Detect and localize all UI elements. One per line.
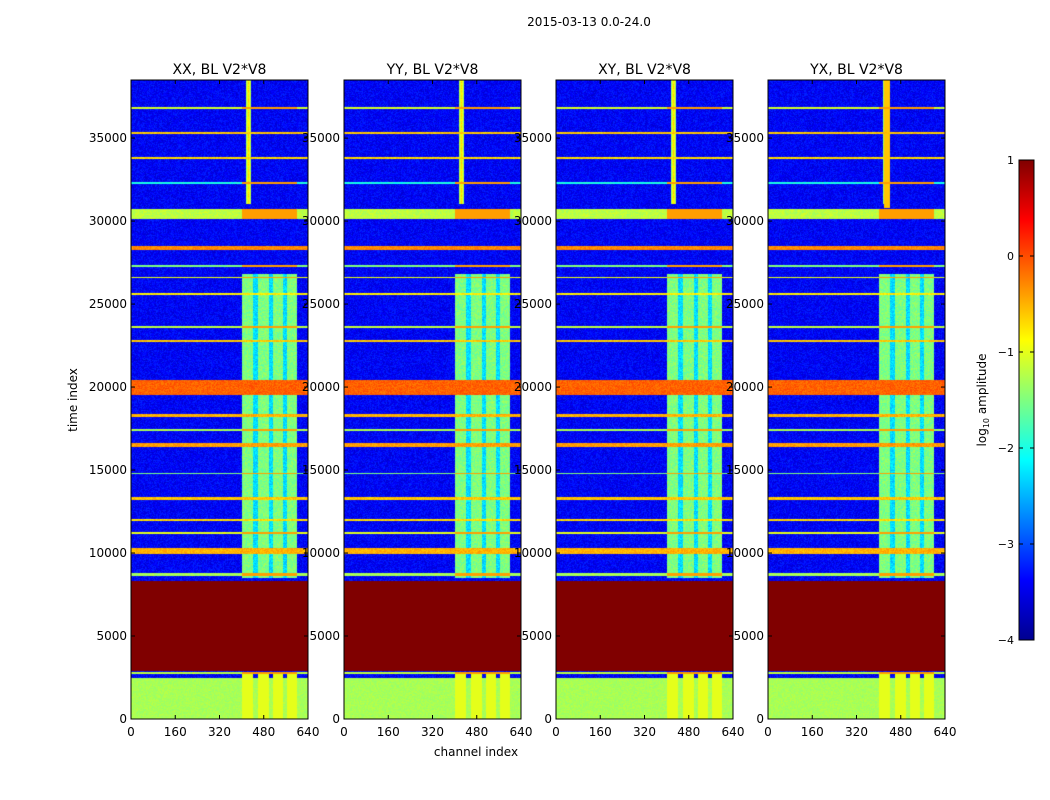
- y-tick-label: 5000: [309, 629, 340, 643]
- x-tick-label: 160: [589, 725, 612, 739]
- colorbar-tick-label: −1: [998, 346, 1014, 359]
- y-tick-label: 0: [756, 712, 764, 726]
- y-tick-label: 5000: [96, 629, 127, 643]
- y-tick-label: 30000: [302, 214, 340, 228]
- heatmap-panels: XX, BL V2*V8 0 160 320 480 640 0 5000 10000 15000…: [89, 62, 957, 739]
- y-tick-label: 5000: [521, 629, 552, 643]
- x-tick-label: 160: [164, 725, 187, 739]
- y-tick-label: 20000: [89, 380, 127, 394]
- y-tick-label: 0: [332, 712, 340, 726]
- y-tick-label: 30000: [89, 214, 127, 228]
- x-tick-label: 480: [465, 725, 488, 739]
- heatmap-panel-1: XX, BL V2*V8 0 160 320 480 640 0 5000 10000 15000…: [89, 62, 320, 739]
- y-tick-label: 20000: [514, 380, 552, 394]
- heatmap-image: [768, 80, 945, 719]
- y-tick-label: 35000: [514, 131, 552, 145]
- figure-suptitle: 2015-03-13 0.0-24.0: [527, 15, 651, 29]
- x-tick-label: 0: [127, 725, 135, 739]
- x-tick-label: 320: [845, 725, 868, 739]
- x-tick-label: 480: [889, 725, 912, 739]
- y-tick-label: 15000: [514, 463, 552, 477]
- heatmap-image: [131, 80, 308, 719]
- y-tick-label: 15000: [302, 463, 340, 477]
- panel-title: XX, BL V2*V8: [173, 62, 267, 78]
- y-tick-label: 10000: [302, 546, 340, 560]
- y-tick-label: 25000: [89, 297, 127, 311]
- x-tick-label: 480: [252, 725, 275, 739]
- x-axis-label: channel index: [434, 745, 518, 759]
- y-tick-label: 25000: [514, 297, 552, 311]
- y-tick-label: 10000: [89, 546, 127, 560]
- y-tick-label: 10000: [514, 546, 552, 560]
- colorbar-tick-label: 1: [1007, 154, 1014, 167]
- y-tick-label: 0: [119, 712, 127, 726]
- panel-title: XY, BL V2*V8: [598, 62, 691, 78]
- y-tick-label: 15000: [726, 463, 764, 477]
- heatmap-panel-2: YY, BL V2*V8 0 160 320 480 640 0 5000 10000 15000…: [302, 62, 533, 739]
- colorbar-label: log10 amplitude: [975, 354, 991, 447]
- x-tick-label: 160: [377, 725, 400, 739]
- colorbar-label-suffix: amplitude: [975, 354, 989, 418]
- colorbar-label-subscript: 10: [982, 418, 991, 428]
- colorbar-tick-label: −3: [998, 538, 1014, 551]
- x-tick-label: 160: [801, 725, 824, 739]
- heatmap-panel-4: YX, BL V2*V8 0 160 320 480 640 0 5000 10000 15000…: [726, 62, 957, 739]
- colorbar: 10−1−2−3−4 log10 amplitude: [975, 154, 1035, 647]
- x-tick-label: 640: [722, 725, 745, 739]
- colorbar-tick-label: −4: [998, 634, 1014, 647]
- y-tick-label: 35000: [302, 131, 340, 145]
- colorbar-tick-label: −2: [998, 442, 1014, 455]
- x-tick-label: 640: [297, 725, 320, 739]
- x-tick-label: 320: [421, 725, 444, 739]
- y-tick-label: 5000: [733, 629, 764, 643]
- colorbar-tick-label: 0: [1007, 250, 1014, 263]
- x-tick-label: 0: [552, 725, 560, 739]
- heatmap-image: [556, 80, 733, 719]
- y-tick-label: 30000: [514, 214, 552, 228]
- y-tick-label: 30000: [726, 214, 764, 228]
- y-tick-label: 20000: [302, 380, 340, 394]
- y-tick-label: 15000: [89, 463, 127, 477]
- y-tick-label: 25000: [726, 297, 764, 311]
- colorbar-gradient: [1018, 159, 1035, 641]
- heatmap-panel-3: XY, BL V2*V8 0 160 320 480 640 0 5000 10000 15000…: [514, 62, 745, 739]
- y-tick-label: 25000: [302, 297, 340, 311]
- y-tick-label: 35000: [89, 131, 127, 145]
- x-tick-label: 0: [764, 725, 772, 739]
- y-axis-label: time index: [66, 368, 80, 432]
- x-tick-label: 640: [510, 725, 533, 739]
- panel-title: YX, BL V2*V8: [809, 62, 903, 78]
- heatmap-image: [344, 80, 521, 719]
- colorbar-label-main: log: [975, 428, 989, 446]
- y-tick-label: 10000: [726, 546, 764, 560]
- x-tick-label: 320: [633, 725, 656, 739]
- y-tick-label: 20000: [726, 380, 764, 394]
- y-tick-label: 35000: [726, 131, 764, 145]
- x-tick-label: 0: [340, 725, 348, 739]
- x-tick-label: 640: [934, 725, 957, 739]
- colorbar-ticks: 1 0 −1 −2 −3 −4: [998, 154, 1034, 647]
- panel-title: YY, BL V2*V8: [386, 62, 479, 78]
- x-tick-label: 480: [677, 725, 700, 739]
- x-tick-label: 320: [208, 725, 231, 739]
- y-tick-label: 0: [544, 712, 552, 726]
